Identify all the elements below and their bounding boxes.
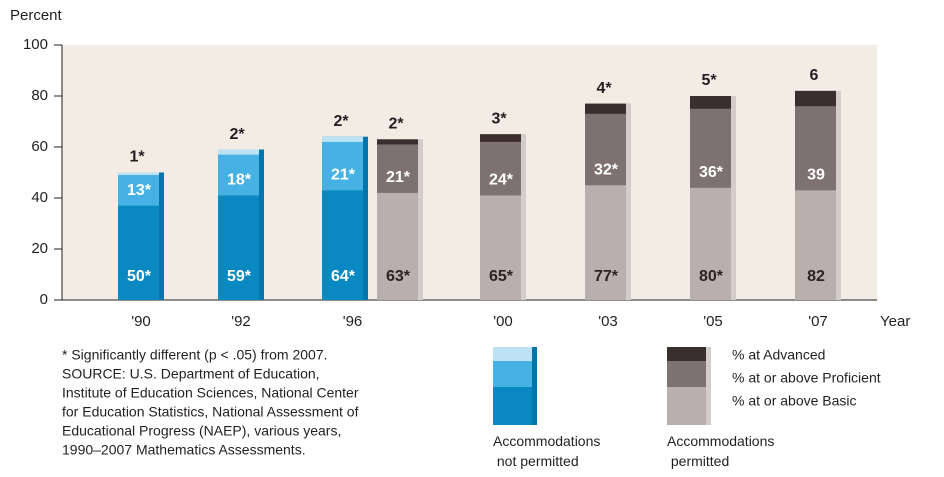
bar-edge bbox=[159, 172, 164, 300]
value-label: 21* bbox=[331, 167, 356, 184]
y-tick-label: 20 bbox=[31, 240, 48, 257]
bar-proficient bbox=[690, 96, 731, 188]
legend-swatch bbox=[667, 347, 706, 361]
legend-swatch bbox=[706, 347, 711, 425]
value-label: 82 bbox=[807, 268, 825, 285]
value-label: 80* bbox=[699, 268, 724, 285]
y-tick-label: 100 bbox=[23, 36, 48, 53]
bar-edge bbox=[259, 149, 264, 300]
legend-group: Accommodations not permitted bbox=[493, 433, 600, 469]
bar-edge bbox=[836, 90, 841, 301]
legend-label: % at or above Basic bbox=[732, 393, 857, 409]
x-tick-label: '00 bbox=[493, 313, 513, 330]
y-axis-label: Percent bbox=[10, 7, 63, 24]
value-label: 36* bbox=[699, 164, 724, 181]
y-tick-label: 60 bbox=[31, 138, 48, 155]
value-label: 65* bbox=[489, 268, 514, 285]
value-label: 21* bbox=[386, 169, 411, 186]
y-tick-label: 0 bbox=[40, 291, 48, 308]
value-label: 50* bbox=[127, 268, 152, 285]
value-label: 24* bbox=[489, 172, 514, 189]
x-tick-label: '03 bbox=[598, 313, 618, 330]
value-label: 3* bbox=[491, 110, 507, 127]
bar-advanced bbox=[322, 136, 363, 142]
value-label: 1* bbox=[129, 149, 145, 166]
bar-advanced bbox=[118, 172, 159, 176]
value-label: 32* bbox=[594, 161, 619, 178]
y-tick-label: 40 bbox=[31, 189, 48, 206]
legend-swatch bbox=[532, 347, 537, 425]
bar-proficient bbox=[218, 149, 259, 196]
x-tick-label: '07 bbox=[808, 313, 828, 330]
bar-advanced bbox=[690, 96, 731, 109]
footnote: SOURCE: U.S. Department of Education, bbox=[62, 366, 320, 382]
bar-edge bbox=[363, 136, 368, 300]
bar-advanced bbox=[377, 139, 418, 145]
x-axis-label: Year bbox=[880, 313, 910, 330]
bar-proficient bbox=[118, 172, 159, 206]
value-label: 39 bbox=[807, 167, 825, 184]
x-tick-label: '96 bbox=[343, 313, 363, 330]
value-label: 18* bbox=[227, 172, 252, 189]
value-label: 6 bbox=[810, 67, 819, 84]
bar-edge bbox=[626, 103, 631, 301]
bar-proficient bbox=[795, 90, 836, 191]
bar-advanced bbox=[218, 149, 259, 155]
footnote: * Significantly different (p < .05) from… bbox=[62, 347, 328, 363]
value-label: 2* bbox=[229, 126, 245, 143]
x-tick-label: '90 bbox=[131, 313, 151, 330]
value-label: 5* bbox=[701, 72, 717, 89]
legend-group: Accommodations permitted bbox=[667, 433, 774, 469]
x-tick-label: '05 bbox=[703, 313, 723, 330]
y-tick-label: 80 bbox=[31, 87, 48, 104]
bar-proficient bbox=[377, 139, 418, 193]
value-label: 59* bbox=[227, 268, 252, 285]
bar-edge bbox=[521, 134, 526, 300]
bar-edge bbox=[731, 96, 736, 300]
bar-advanced bbox=[480, 134, 521, 142]
footnote: Educational Progress (NAEP), various yea… bbox=[62, 423, 341, 439]
plot-area bbox=[62, 45, 877, 300]
bar-edge bbox=[418, 139, 423, 300]
bar-advanced bbox=[585, 103, 626, 114]
footnote: Institute of Education Sciences, Nationa… bbox=[62, 385, 359, 401]
bar-proficient bbox=[480, 134, 521, 196]
value-label: 4* bbox=[596, 80, 612, 97]
bar-proficient bbox=[585, 103, 626, 186]
bar-advanced bbox=[795, 90, 836, 107]
legend-label: % at Advanced bbox=[732, 347, 825, 363]
x-tick-label: '92 bbox=[231, 313, 251, 330]
bar-proficient bbox=[322, 136, 363, 191]
legend-swatch bbox=[493, 347, 532, 361]
value-label: 13* bbox=[127, 182, 152, 199]
value-label: 77* bbox=[594, 268, 619, 285]
value-label: 63* bbox=[386, 268, 411, 285]
footnote: for Education Statistics, National Asses… bbox=[62, 404, 359, 420]
legend-label: % at or above Proficient bbox=[732, 370, 881, 386]
value-label: 2* bbox=[388, 116, 404, 133]
footnote: 1990–2007 Mathematics Assessments. bbox=[62, 442, 306, 458]
value-label: 64* bbox=[331, 268, 356, 285]
value-label: 2* bbox=[333, 113, 349, 130]
